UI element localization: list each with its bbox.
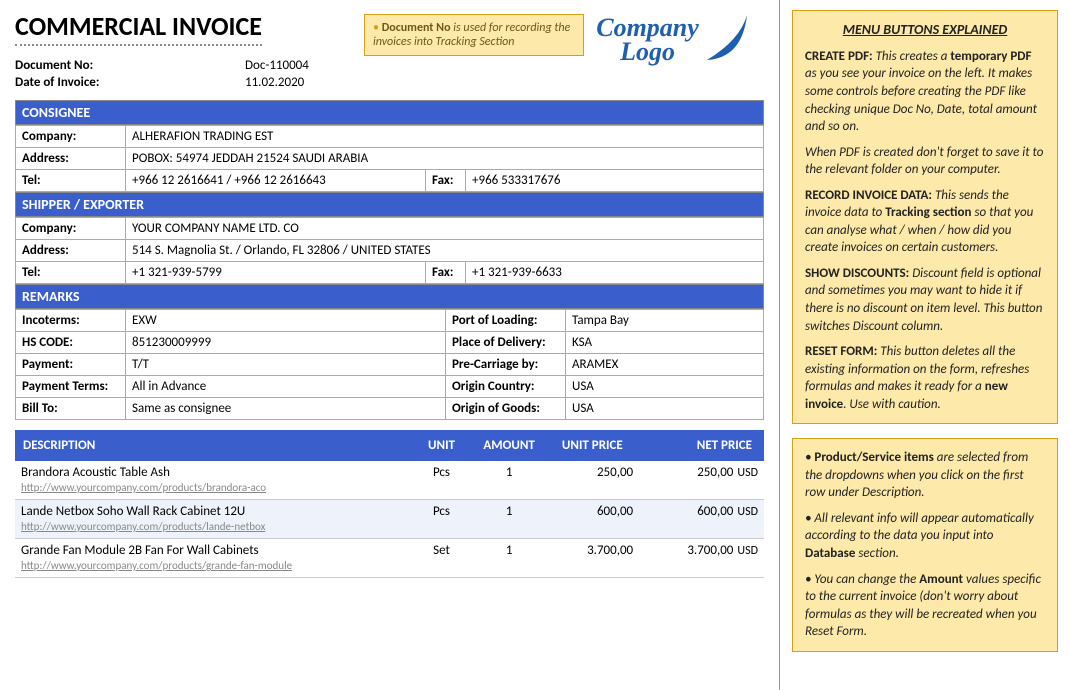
product-tips-box: • Product/Service items are selected fro… <box>792 438 1058 651</box>
item-link[interactable]: http://www.yourcompany.com/products/bran… <box>21 481 266 494</box>
help-sidebar: MENU BUTTONS EXPLAINED CREATE PDF: This … <box>780 0 1070 690</box>
menu-explained-box: MENU BUTTONS EXPLAINED CREATE PDF: This … <box>792 10 1058 424</box>
table-row[interactable]: Lande Netbox Soho Wall Rack Cabinet 12Uh… <box>15 500 764 539</box>
consignee-header: CONSIGNEE <box>15 100 764 125</box>
shipper-table: Company:YOUR COMPANY NAME LTD. CO Addres… <box>15 217 764 284</box>
docno-callout: • Document No is used for recording the … <box>364 14 584 56</box>
table-row[interactable]: Brandora Acoustic Table Ashhttp://www.yo… <box>15 461 764 500</box>
shipper-header: SHIPPER / EXPORTER <box>15 192 764 217</box>
date-value: 11.02.2020 <box>245 75 304 90</box>
docno-value: Doc-110004 <box>245 58 309 73</box>
docno-label: Document No: <box>15 58 245 73</box>
consignee-table: Company:ALHERAFION TRADING EST Address:P… <box>15 125 764 192</box>
date-label: Date of Invoice: <box>15 75 245 90</box>
item-link[interactable]: http://www.yourcompany.com/products/land… <box>21 520 265 533</box>
remarks-header: REMARKS <box>15 284 764 309</box>
page-title: COMMERCIAL INVOICE <box>15 10 262 46</box>
invoice-panel: COMMERCIAL INVOICE Document No: Doc-1100… <box>0 0 780 690</box>
remarks-table: Incoterms:EXWPort of Loading:Tampa BayHS… <box>15 309 764 420</box>
items-table: DESCRIPTION UNIT AMOUNT UNIT PRICE NET P… <box>15 430 764 578</box>
item-link[interactable]: http://www.yourcompany.com/products/gran… <box>21 559 292 572</box>
company-logo: CompanyLogo <box>584 10 764 69</box>
table-row[interactable]: Grande Fan Module 2B Fan For Wall Cabine… <box>15 539 764 578</box>
